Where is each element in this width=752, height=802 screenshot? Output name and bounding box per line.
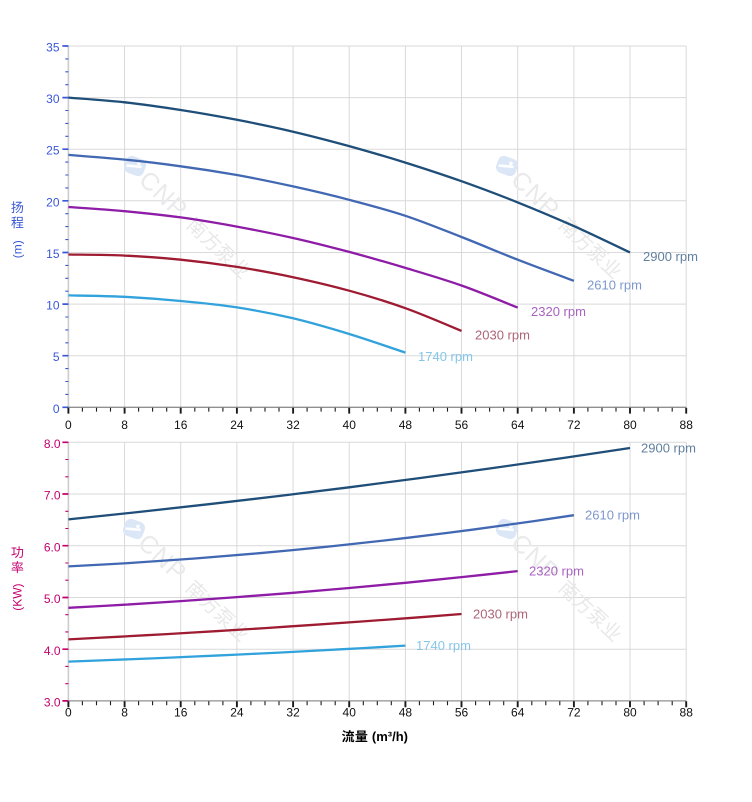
svg-text:8.0: 8.0: [44, 437, 61, 451]
svg-text:10: 10: [46, 299, 60, 313]
svg-text:48: 48: [399, 418, 413, 432]
svg-text:88: 88: [680, 706, 694, 720]
svg-text:30: 30: [46, 92, 60, 106]
svg-text:6.0: 6.0: [44, 540, 61, 554]
svg-text:40: 40: [343, 418, 357, 432]
svg-text:1740 rpm: 1740 rpm: [416, 638, 471, 653]
svg-text:(KW): (KW): [11, 583, 25, 610]
svg-text:2030 rpm: 2030 rpm: [473, 607, 528, 622]
svg-text:2030 rpm: 2030 rpm: [475, 327, 530, 342]
svg-text:(m³/h): (m³/h): [372, 729, 408, 744]
svg-text:56: 56: [455, 418, 469, 432]
svg-text:48: 48: [399, 706, 413, 720]
svg-text:15: 15: [46, 247, 60, 261]
svg-text:3.0: 3.0: [44, 696, 61, 710]
svg-text:32: 32: [286, 418, 300, 432]
svg-text:2900 rpm: 2900 rpm: [641, 441, 696, 456]
svg-text:64: 64: [511, 706, 525, 720]
svg-text:5.0: 5.0: [44, 592, 61, 606]
svg-text:32: 32: [286, 706, 300, 720]
svg-text:0: 0: [65, 706, 72, 720]
svg-text:4.0: 4.0: [44, 644, 61, 658]
svg-text:80: 80: [623, 418, 637, 432]
svg-text:80: 80: [623, 706, 637, 720]
svg-text:8: 8: [121, 418, 128, 432]
svg-text:88: 88: [680, 418, 694, 432]
svg-text:CNP: CNP: [505, 166, 565, 225]
svg-text:(m): (m): [11, 240, 25, 258]
svg-text:25: 25: [46, 144, 60, 158]
svg-text:2320 rpm: 2320 rpm: [531, 304, 586, 319]
svg-text:8: 8: [121, 706, 128, 720]
svg-text:7.0: 7.0: [44, 489, 61, 503]
svg-text:0: 0: [53, 402, 60, 416]
svg-text:72: 72: [567, 706, 581, 720]
svg-text:2610 rpm: 2610 rpm: [585, 508, 640, 523]
svg-text:5: 5: [53, 350, 60, 364]
svg-text:2900 rpm: 2900 rpm: [643, 249, 698, 264]
svg-text:64: 64: [511, 418, 525, 432]
svg-text:40: 40: [343, 706, 357, 720]
svg-text:24: 24: [230, 706, 244, 720]
svg-text:16: 16: [174, 706, 188, 720]
svg-text:72: 72: [567, 418, 581, 432]
svg-text:2610 rpm: 2610 rpm: [587, 277, 642, 292]
svg-text:CNP: CNP: [132, 529, 192, 588]
svg-text:24: 24: [230, 418, 244, 432]
svg-text:16: 16: [174, 418, 188, 432]
svg-text:35: 35: [46, 41, 60, 55]
svg-text:2320 rpm: 2320 rpm: [529, 564, 584, 579]
svg-text:20: 20: [46, 195, 60, 209]
svg-text:0: 0: [65, 418, 72, 432]
svg-text:56: 56: [455, 706, 469, 720]
svg-text:1740 rpm: 1740 rpm: [418, 349, 473, 364]
